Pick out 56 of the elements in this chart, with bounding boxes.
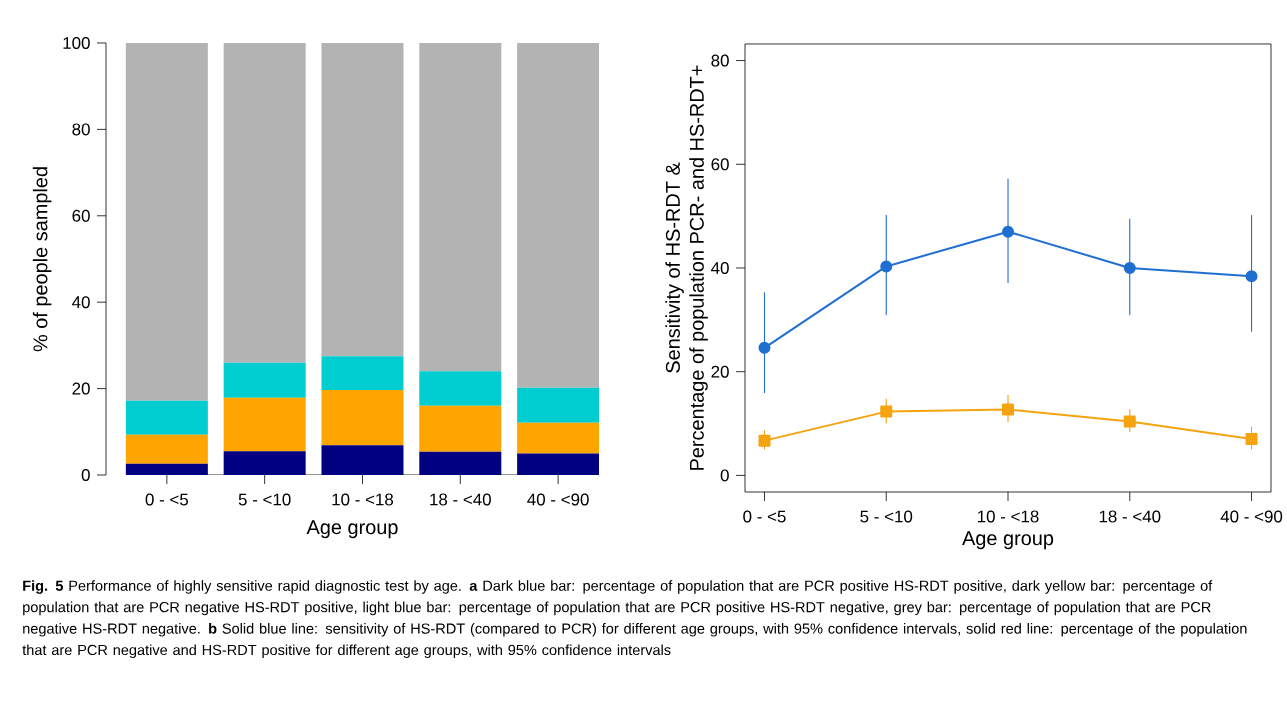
point xyxy=(1002,225,1015,238)
bar xyxy=(223,397,306,452)
y-tick-label: 80 xyxy=(72,123,90,136)
point xyxy=(1245,433,1258,446)
point xyxy=(880,405,893,418)
point xyxy=(1245,270,1258,283)
x-tick-label: 18 - <40 xyxy=(430,493,491,506)
y-tick-label: 0 xyxy=(720,469,729,482)
bar xyxy=(125,463,208,475)
bar xyxy=(321,445,404,475)
y-tick-label: 100 xyxy=(63,36,90,49)
point xyxy=(880,260,893,273)
bar xyxy=(419,405,502,452)
point xyxy=(1002,403,1015,416)
point xyxy=(1123,415,1136,428)
x-tick-label: 40 - <90 xyxy=(527,493,589,506)
y-tick-label: 0 xyxy=(81,468,90,481)
y-tick-label: 20 xyxy=(72,382,90,395)
x-tick-label: 5 - <10 xyxy=(860,510,913,523)
bar xyxy=(419,371,502,406)
point xyxy=(1123,261,1136,274)
y-tick-label: 60 xyxy=(711,158,729,171)
x-tick-label: 10 - <18 xyxy=(978,510,1039,523)
x-tick-label: 10 - <18 xyxy=(332,493,394,506)
x-tick-label: 18 - <40 xyxy=(1099,510,1161,523)
y-tick-label: 40 xyxy=(711,261,729,274)
x-tick-label: 0 - <5 xyxy=(145,493,189,506)
x-tick-label: 40 - <90 xyxy=(1220,510,1283,523)
x-axis-title: Age group xyxy=(306,520,398,539)
bar xyxy=(517,387,600,423)
y-tick-label: 60 xyxy=(72,209,90,222)
y-tick-label: 80 xyxy=(711,54,729,67)
y-axis-title: % of people sampled xyxy=(32,167,52,352)
text: Fig. 5 Performance of highly sensitive rapid diagnostic test by age. a Dark blue bar: percentage of population that are PCR positive HS-RDT positive, dark yellow bar: percentage of population that are PCR negative HS-RDT positive, light blue bar: percentage of population that are PCR positive HS-RDT negative, grey bar: percentage of population that are PCR negative HS-RDT negative. b Solid blue line: sensitivity of HS-RDT (compared to PCR) for different age groups, with 95% confidence intervals, solid red line: percentage of the population that are PCR negative and HS-RDT positive for different age groups, with 95% confidence intervals xyxy=(22,580,1247,658)
bar xyxy=(419,451,502,475)
bar xyxy=(517,42,600,388)
point xyxy=(758,434,771,447)
bar xyxy=(321,356,404,390)
bar xyxy=(125,400,208,435)
bar xyxy=(223,451,306,475)
bar xyxy=(419,42,502,372)
x-axis-title: Age group xyxy=(962,531,1054,550)
x-tick-label: 0 - <5 xyxy=(743,510,786,523)
y-tick-label: 40 xyxy=(72,296,90,309)
bar xyxy=(517,453,600,475)
bar xyxy=(223,362,306,398)
bar xyxy=(223,42,306,363)
bar xyxy=(321,389,404,446)
x-tick-label: 5 - <10 xyxy=(238,493,291,506)
bar xyxy=(125,434,208,464)
bar xyxy=(125,42,208,401)
point xyxy=(758,341,771,354)
bar xyxy=(321,42,404,357)
y-tick-label: 20 xyxy=(711,365,729,378)
bar xyxy=(517,422,600,454)
y-axis-title: Sensitivity of HS-RDT & Percentage of population PCR- and HS-RDT+ xyxy=(665,65,708,470)
